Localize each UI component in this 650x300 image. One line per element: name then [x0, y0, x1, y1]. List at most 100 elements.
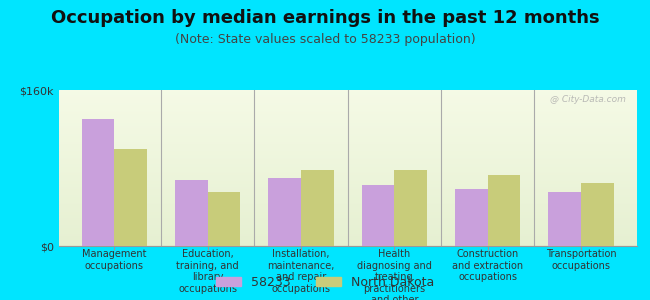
Bar — [58, 216, 637, 218]
Bar — [58, 223, 637, 224]
Bar — [58, 148, 637, 149]
Bar — [58, 227, 637, 229]
Bar — [58, 235, 637, 237]
Bar — [58, 120, 637, 121]
Bar — [208, 192, 240, 246]
Text: Health
diagnosing and
treating
practitioners
and other
technical
occupations: Health diagnosing and treating practitio… — [357, 249, 432, 300]
Bar — [58, 208, 637, 210]
Text: (Note: State values scaled to 58233 population): (Note: State values scaled to 58233 popu… — [175, 33, 475, 46]
Bar — [58, 221, 637, 223]
Bar — [301, 170, 333, 246]
Bar — [58, 206, 637, 207]
Bar — [58, 226, 637, 227]
Bar — [58, 198, 637, 199]
Bar — [58, 174, 637, 176]
Bar — [58, 103, 637, 104]
Bar — [58, 152, 637, 154]
Bar — [58, 169, 637, 171]
Bar — [58, 160, 637, 162]
Bar — [58, 129, 637, 130]
Text: Occupation by median earnings in the past 12 months: Occupation by median earnings in the pas… — [51, 9, 599, 27]
Bar — [58, 112, 637, 113]
Bar — [58, 151, 637, 152]
Bar — [58, 241, 637, 243]
Bar — [58, 230, 637, 232]
Bar — [58, 132, 637, 134]
Bar — [58, 229, 637, 230]
Bar — [58, 182, 637, 184]
Bar — [58, 218, 637, 220]
Bar — [58, 177, 637, 179]
Bar — [58, 142, 637, 143]
Bar — [58, 155, 637, 157]
Bar — [58, 224, 637, 226]
Bar — [58, 215, 637, 216]
Bar — [58, 92, 637, 93]
Bar — [58, 176, 637, 177]
Bar — [58, 240, 637, 241]
Bar — [58, 167, 637, 168]
Bar — [488, 175, 521, 246]
Bar — [58, 185, 637, 187]
Bar — [58, 194, 637, 196]
Bar — [58, 134, 637, 135]
Bar — [58, 238, 637, 240]
Bar — [82, 119, 114, 246]
Bar — [58, 188, 637, 190]
Bar — [58, 154, 637, 155]
Bar — [58, 137, 637, 138]
Bar — [58, 124, 637, 126]
Bar — [58, 220, 637, 221]
Text: Management
occupations: Management occupations — [83, 249, 147, 271]
Bar — [395, 170, 427, 246]
Bar — [58, 128, 637, 129]
Legend: 58233, North Dakota: 58233, North Dakota — [211, 271, 439, 294]
Bar — [58, 210, 637, 212]
Bar — [58, 184, 637, 185]
Bar — [362, 184, 395, 246]
Bar — [58, 213, 637, 215]
Bar — [58, 190, 637, 191]
Bar — [58, 163, 637, 165]
Bar — [58, 93, 637, 95]
Bar — [58, 99, 637, 101]
Bar — [58, 244, 637, 246]
Bar — [58, 149, 637, 151]
Bar — [58, 140, 637, 142]
Bar — [581, 183, 614, 246]
Bar — [58, 201, 637, 202]
Bar — [58, 202, 637, 204]
Bar — [58, 130, 637, 132]
Bar — [58, 110, 637, 112]
Bar — [58, 171, 637, 173]
Bar — [268, 178, 301, 246]
Bar — [58, 159, 637, 160]
Bar — [58, 107, 637, 109]
Bar — [58, 113, 637, 115]
Bar — [58, 123, 637, 124]
Bar — [58, 135, 637, 137]
Bar — [58, 143, 637, 145]
Bar — [58, 146, 637, 148]
Bar — [58, 101, 637, 103]
Text: @ City-Data.com: @ City-Data.com — [549, 95, 625, 104]
Bar — [58, 196, 637, 198]
Bar — [58, 157, 637, 159]
Bar — [58, 187, 637, 188]
Bar — [58, 126, 637, 128]
Bar — [58, 199, 637, 201]
Bar — [58, 212, 637, 213]
Bar — [175, 180, 208, 246]
Text: Education,
training, and
library
occupations: Education, training, and library occupat… — [177, 249, 239, 294]
Bar — [58, 121, 637, 123]
Bar — [58, 104, 637, 106]
Bar — [58, 145, 637, 146]
Bar — [58, 138, 637, 140]
Bar — [58, 168, 637, 170]
Bar — [58, 207, 637, 208]
Bar — [114, 148, 147, 246]
Bar — [58, 95, 637, 96]
Bar — [58, 191, 637, 193]
Bar — [58, 116, 637, 118]
Bar — [58, 165, 637, 166]
